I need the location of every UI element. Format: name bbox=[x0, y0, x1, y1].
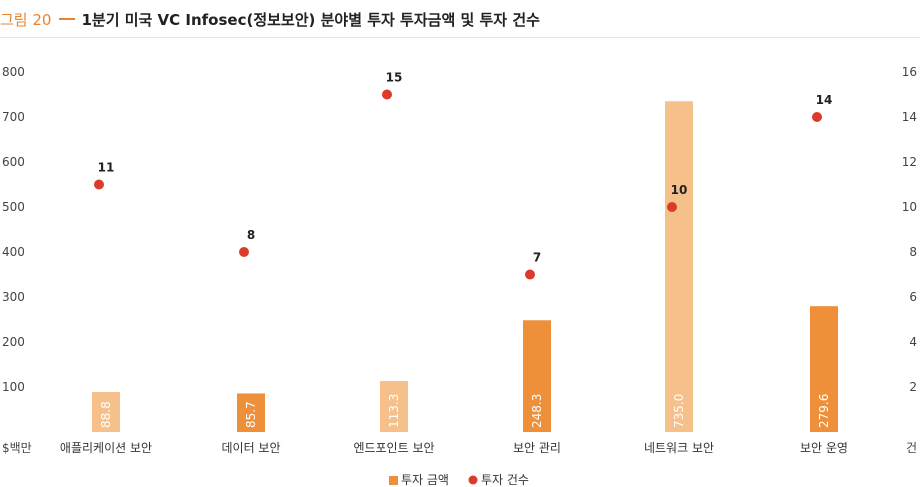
dot-value-label: 10 bbox=[671, 183, 688, 197]
y-left-tick-label: 300 bbox=[2, 290, 25, 304]
bar-investment-amount bbox=[237, 393, 265, 432]
dot-investment-count bbox=[382, 89, 392, 100]
y-left-unit-label: $백만 bbox=[2, 441, 32, 455]
legend-label-investment-count: 투자 건수 bbox=[481, 473, 529, 487]
bar-value-label: 113.3 bbox=[387, 394, 401, 428]
bar-investment-amount bbox=[380, 381, 408, 432]
title-divider bbox=[0, 37, 920, 38]
bar-value-label: 88.8 bbox=[99, 401, 113, 428]
bar-value-label: 85.7 bbox=[244, 401, 258, 428]
figure-title: 1분기 미국 VC Infosec(정보보안) 분야별 투자 투자금액 및 투자… bbox=[81, 10, 540, 29]
y-left-tick-label: 700 bbox=[2, 110, 25, 124]
y-right-tick-label: 4 bbox=[909, 335, 917, 349]
dot-value-label: 8 bbox=[247, 228, 255, 242]
dot-investment-count bbox=[94, 179, 104, 190]
x-category-label: 엔드포인트 보안 bbox=[353, 441, 434, 455]
dot-investment-count bbox=[812, 112, 822, 122]
legend-marker-investment-count bbox=[468, 475, 478, 485]
legend-swatch-investment-amount bbox=[389, 476, 398, 485]
dot-investment-count bbox=[667, 202, 677, 212]
bar-investment-amount bbox=[92, 392, 120, 432]
dot-value-label: 14 bbox=[816, 93, 833, 107]
y-left-tick-label: 100 bbox=[2, 380, 25, 394]
legend-label-investment-amount: 투자 금액 bbox=[401, 473, 449, 487]
x-category-label: 보안 운영 bbox=[800, 441, 848, 455]
x-category-label: 애플리케이션 보안 bbox=[60, 441, 152, 455]
y-left-tick-label: 500 bbox=[2, 200, 25, 214]
figure-title-bar: 그림 20 1분기 미국 VC Infosec(정보보안) 분야별 투자 투자금… bbox=[0, 8, 540, 30]
bar-investment-amount bbox=[523, 320, 551, 432]
dot-investment-count bbox=[239, 247, 249, 257]
y-left-tick-label: 600 bbox=[2, 155, 25, 169]
bar-value-label: 279.6 bbox=[817, 394, 831, 428]
figure-label: 그림 20 bbox=[0, 10, 52, 29]
x-category-label: 보안 관리 bbox=[513, 441, 561, 455]
y-right-tick-label: 12 bbox=[902, 155, 917, 169]
bar-investment-amount bbox=[810, 306, 838, 432]
title-dash bbox=[59, 18, 76, 20]
x-category-label: 네트워크 보안 bbox=[644, 441, 714, 455]
dot-value-label: 7 bbox=[533, 251, 541, 265]
dot-value-label: 11 bbox=[98, 161, 115, 175]
bar-value-label: 248.3 bbox=[530, 394, 544, 428]
dot-investment-count bbox=[525, 269, 535, 280]
y-right-unit-label: 건 bbox=[906, 441, 917, 455]
x-category-label: 데이터 보안 bbox=[221, 441, 280, 455]
y-right-tick-label: 14 bbox=[902, 110, 917, 124]
bar-investment-amount bbox=[665, 101, 693, 432]
y-right-tick-label: 8 bbox=[909, 245, 917, 259]
y-left-tick-label: 200 bbox=[2, 335, 25, 349]
y-left-tick-label: 800 bbox=[2, 65, 25, 79]
bar-value-label: 735.0 bbox=[672, 394, 686, 428]
y-right-tick-label: 6 bbox=[909, 290, 917, 304]
y-right-tick-label: 2 bbox=[909, 380, 917, 394]
dot-value-label: 15 bbox=[386, 71, 403, 85]
y-right-tick-label: 10 bbox=[902, 200, 917, 214]
y-right-tick-label: 16 bbox=[902, 65, 917, 79]
y-left-tick-label: 400 bbox=[2, 245, 25, 259]
